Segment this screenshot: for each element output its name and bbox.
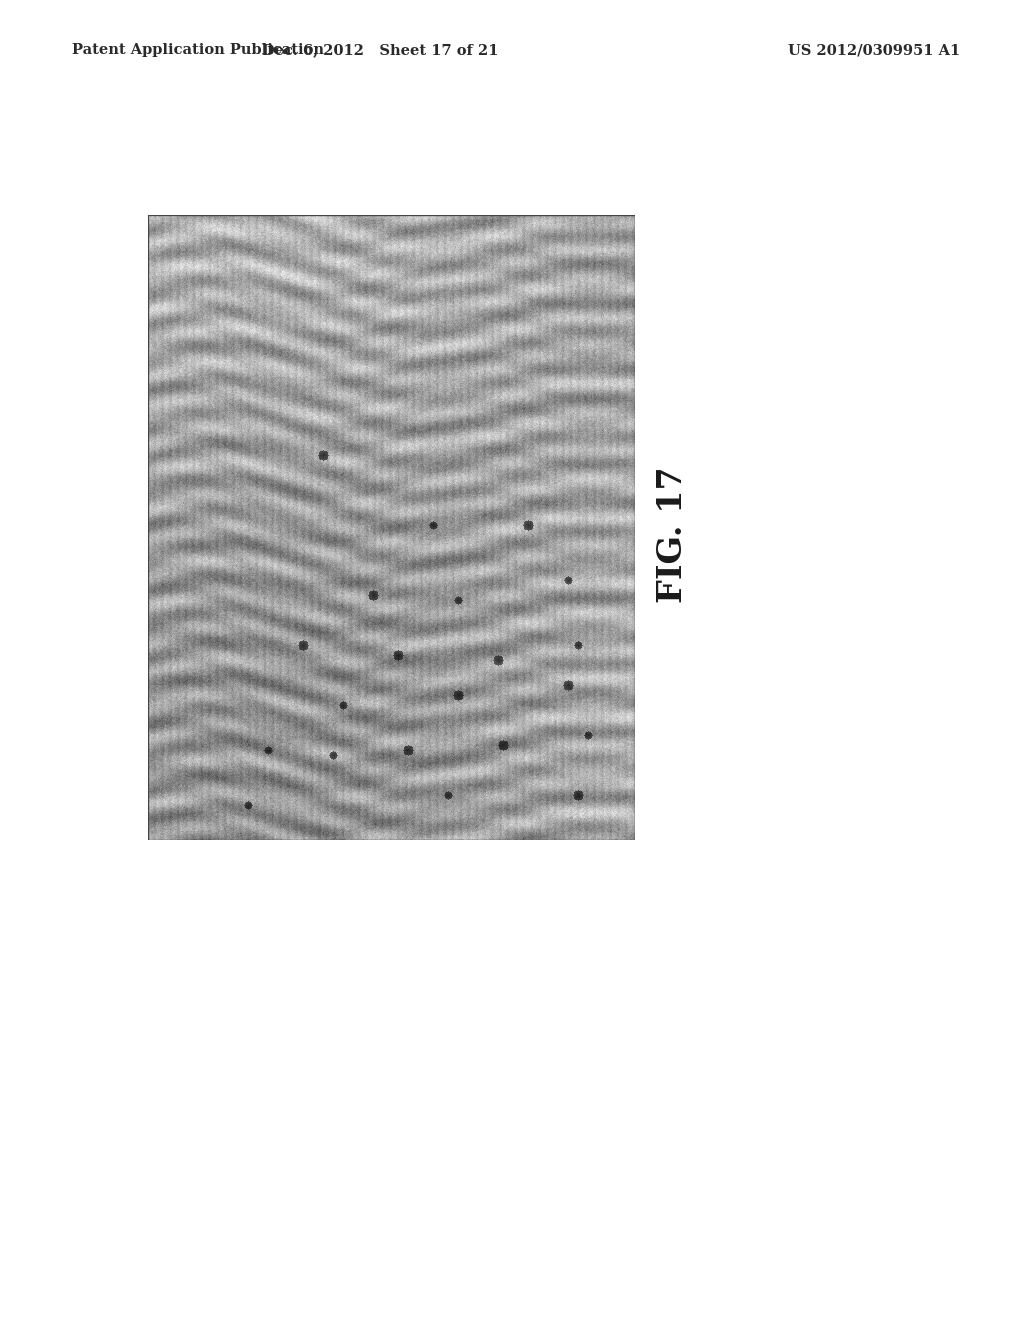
Text: Patent Application Publication: Patent Application Publication — [72, 44, 324, 57]
Text: US 2012/0309951 A1: US 2012/0309951 A1 — [787, 44, 961, 57]
Bar — [148, 215, 635, 840]
Text: Dec. 6, 2012   Sheet 17 of 21: Dec. 6, 2012 Sheet 17 of 21 — [262, 44, 499, 57]
Text: FIG. 17: FIG. 17 — [655, 467, 688, 603]
